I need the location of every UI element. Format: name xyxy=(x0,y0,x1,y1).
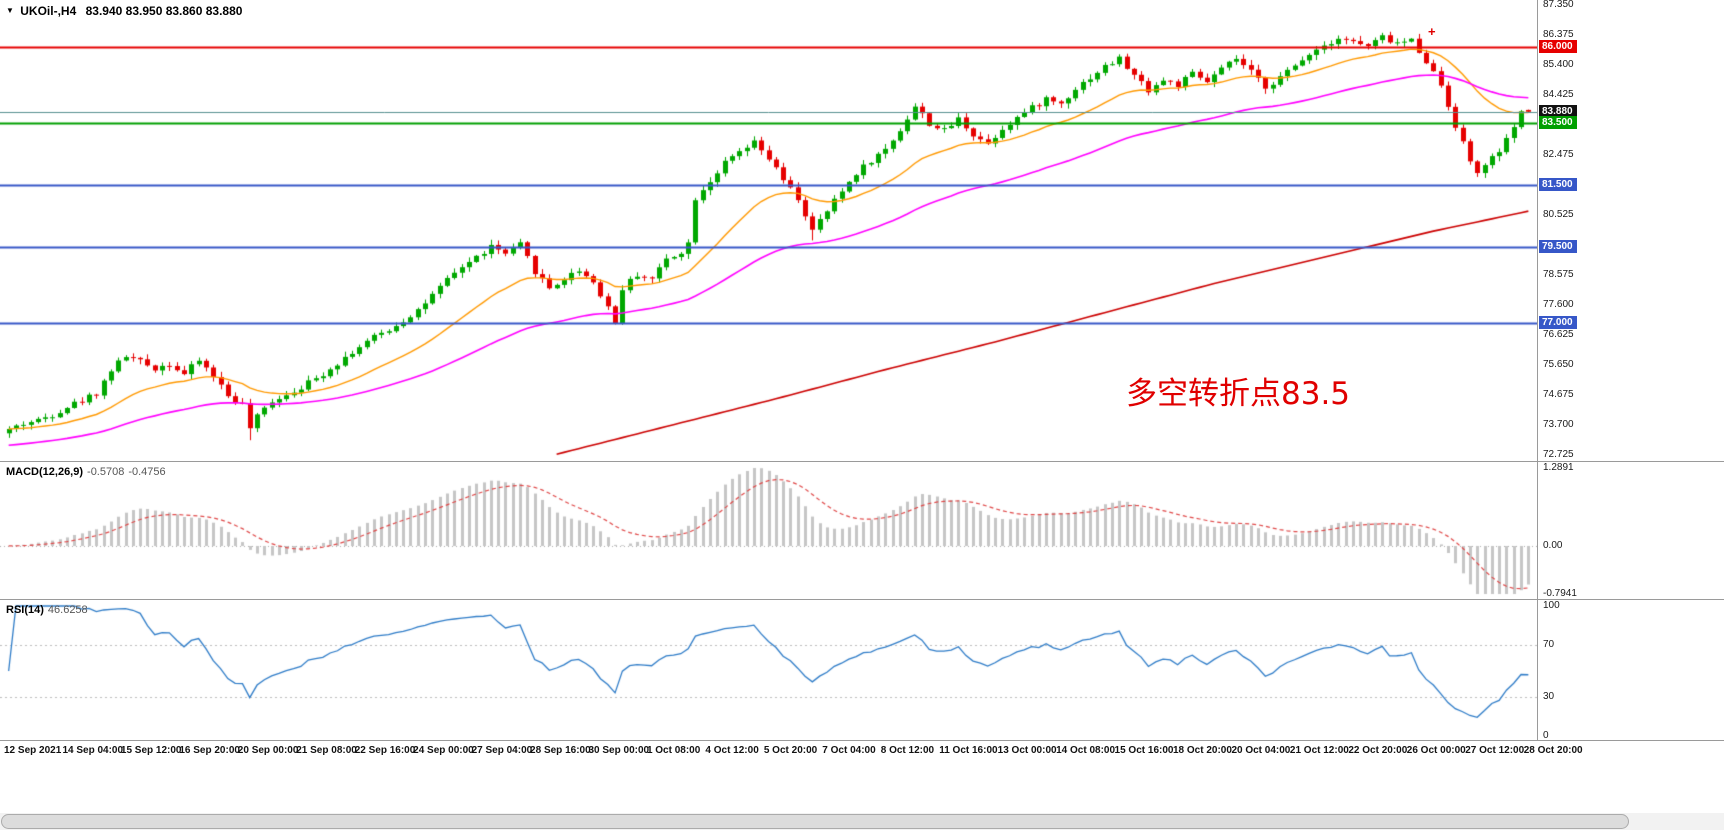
y-axis-tick: 72.725 xyxy=(1543,449,1574,460)
panel-separator xyxy=(0,740,1724,741)
price-level-label: 83.500 xyxy=(1539,116,1577,130)
macd-value-signal: -0.4756 xyxy=(128,466,166,478)
macd-axis-tick: 0.00 xyxy=(1543,539,1563,551)
horizontal-scrollbar[interactable] xyxy=(0,813,1724,830)
time-axis-label: 4 Oct 12:00 xyxy=(705,745,759,756)
macd-axis-tick: -0.7941 xyxy=(1543,588,1577,599)
y-axis-tick: 77.600 xyxy=(1543,299,1574,310)
axis-border xyxy=(1537,0,1538,741)
time-axis-label: 20 Sep 00:00 xyxy=(237,745,299,756)
y-axis-tick: 75.650 xyxy=(1543,359,1574,370)
rsi-value: 46.6258 xyxy=(47,604,88,616)
y-axis-tick: 86.375 xyxy=(1543,29,1574,40)
time-axis-label: 14 Sep 04:00 xyxy=(62,745,124,756)
rsi-indicator-label: RSI(14) 46.6258 xyxy=(6,604,88,616)
time-axis-label: 27 Sep 04:00 xyxy=(471,745,533,756)
time-axis-label: 21 Oct 12:00 xyxy=(1289,745,1349,756)
time-axis-label: 15 Sep 12:00 xyxy=(120,745,182,756)
macd-panel-canvas[interactable] xyxy=(0,462,1537,599)
rsi-axis-tick: 30 xyxy=(1543,691,1555,702)
time-axis-label: 22 Oct 20:00 xyxy=(1348,745,1408,756)
price-level-label: 81.500 xyxy=(1539,178,1577,191)
y-axis-tick: 84.425 xyxy=(1543,89,1574,100)
time-axis-label: 15 Oct 16:00 xyxy=(1114,745,1174,756)
panel-separator xyxy=(0,599,1724,600)
price-level-label: 83.880 xyxy=(1539,104,1577,118)
rsi-name: RSI(14) xyxy=(6,604,44,616)
plus-marker: + xyxy=(1428,24,1436,39)
time-axis-label: 8 Oct 12:00 xyxy=(880,745,935,756)
time-axis-label: 24 Sep 00:00 xyxy=(413,745,474,756)
rsi-axis-tick: 0 xyxy=(1543,730,1549,741)
price-level-label: 86.000 xyxy=(1539,39,1577,53)
price-level-label: 77.000 xyxy=(1539,316,1577,330)
time-axis-label: 13 Oct 00:00 xyxy=(997,745,1057,756)
macd-axis-tick: 1.2891 xyxy=(1543,462,1574,473)
y-axis-tick: 82.475 xyxy=(1543,149,1574,160)
rsi-axis-tick: 100 xyxy=(1543,600,1560,611)
time-axis-label: 27 Oct 12:00 xyxy=(1465,745,1525,756)
y-axis-tick: 74.675 xyxy=(1543,389,1574,400)
time-axis-label: 14 Oct 08:00 xyxy=(1056,745,1116,756)
price-chart-canvas[interactable] xyxy=(0,0,1537,461)
time-axis-label: 12 Sep 2021 xyxy=(4,745,62,756)
time-axis-label: 22 Sep 16:00 xyxy=(354,745,416,756)
time-axis-label: 21 Sep 08:00 xyxy=(296,745,357,756)
chart-annotation: 多空转折点83.5 xyxy=(1126,376,1351,412)
panel-separator xyxy=(0,461,1724,462)
y-axis-tick: 87.350 xyxy=(1543,0,1574,10)
time-axis-label: 18 Oct 20:00 xyxy=(1172,745,1232,756)
time-axis-label: 16 Sep 20:00 xyxy=(179,745,240,756)
time-axis-label: 20 Oct 04:00 xyxy=(1231,745,1291,756)
symbol-timeframe-label: UKOil-,H4 xyxy=(20,4,77,18)
scrollbar-thumb[interactable] xyxy=(1,814,1629,829)
rsi-axis-tick: 70 xyxy=(1543,639,1555,650)
time-axis-label: 30 Sep 00:00 xyxy=(588,745,650,756)
y-axis-tick: 73.700 xyxy=(1543,419,1574,430)
rsi-panel-canvas[interactable] xyxy=(0,600,1537,740)
time-axis-label: 11 Oct 16:00 xyxy=(939,745,998,756)
chart-title: ▼ UKOil-,H4 83.940 83.950 83.860 83.880 xyxy=(6,4,242,18)
time-axis-label: 28 Oct 20:00 xyxy=(1523,745,1583,756)
y-axis-tick: 85.400 xyxy=(1543,59,1574,70)
price-level-label: 79.500 xyxy=(1539,239,1577,253)
y-axis-tick: 78.575 xyxy=(1543,269,1574,280)
time-axis-label: 26 Oct 00:00 xyxy=(1406,745,1466,756)
time-axis-label: 28 Sep 16:00 xyxy=(530,745,591,756)
time-axis-label: 1 Oct 08:00 xyxy=(646,745,701,756)
ohlc-readout: 83.940 83.950 83.860 83.880 xyxy=(85,4,243,18)
time-axis-label: 7 Oct 04:00 xyxy=(822,745,876,756)
y-axis-tick: 76.625 xyxy=(1543,329,1574,340)
macd-indicator-label: MACD(12,26,9) -0.5708 -0.4756 xyxy=(6,466,166,478)
y-axis-tick: 80.525 xyxy=(1543,209,1574,220)
time-axis-label: 5 Oct 20:00 xyxy=(763,745,818,756)
macd-name: MACD(12,26,9) xyxy=(6,466,84,478)
macd-value-main: -0.5708 xyxy=(87,466,125,478)
symbol-dropdown-icon[interactable]: ▼ xyxy=(6,6,14,15)
